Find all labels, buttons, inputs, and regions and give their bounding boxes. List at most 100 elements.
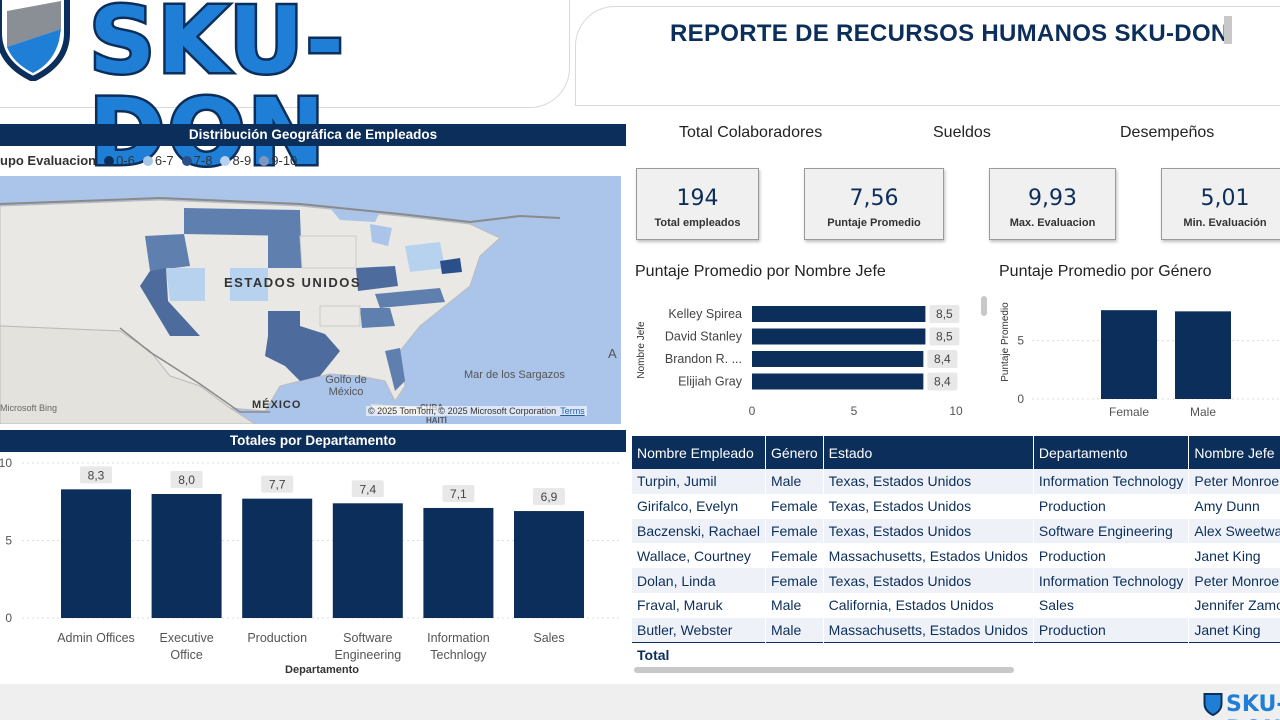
bar [1101,310,1157,399]
cell-departamento: Sales [1033,592,1190,618]
kpi-label: Puntaje Promedio [827,217,921,229]
y-tick-label: Kelley Spirea [668,307,742,321]
table-row[interactable]: Baczenski, Rachael Female Texas, Estados U… [632,518,1280,544]
x-tick-label: Female [1109,405,1149,419]
map-attribution: © 2025 TomTom, © 2025 Microsoft Corporat… [366,406,587,416]
jefe-bar-chart[interactable]: Nombre Jefe Kelley Spirea 8,5 David Stanley… [632,292,992,422]
cell-estado: Texas, Estados Unidos [823,518,1034,544]
bar [752,373,924,390]
cell-nombre: Baczenski, Rachael [632,518,766,544]
table-row[interactable]: Dolan, Linda Female Texas, Estados Unidos I… [632,568,1280,593]
bar [752,328,926,345]
kpi-label: Total empleados [654,217,741,229]
bing-logo: Microsoft Bing [0,403,58,413]
kpi-value: 5,01 [1200,186,1250,211]
table-horizontal-scrollbar[interactable] [634,667,1014,673]
kpi-value: 194 [676,186,719,211]
cell-genero: Male [765,592,824,618]
legend-label: 7-8 [193,153,213,168]
col-header-nombre-jefe[interactable]: Nombre Jefe [1188,436,1280,469]
legend-item[interactable]: 0-6 [104,153,135,168]
legend-dot-icon [104,156,115,166]
table-row[interactable]: Butler, Webster Male Massachusetts, Estado… [632,617,1280,643]
bar [752,306,926,322]
table-row[interactable]: Wallace, Courtney Female Massachusetts, Es… [632,543,1280,569]
kpi-card-max-evaluacion: 9,93 Max. Evaluacion [989,168,1116,240]
legend-item[interactable]: 9-10 [259,153,297,168]
cell-genero: Male [765,469,824,494]
data-label-bg [533,488,565,506]
kpi-header-desempenos: Desempeños [1120,124,1215,141]
cell-departamento: Software Engineering [1033,518,1190,544]
legend-dot-icon [181,156,192,166]
map-label-gulf: Golfo de México [325,374,367,398]
cell-nombre: Wallace, Courtney [632,543,766,569]
x-tick-label: Sales [533,631,564,645]
data-label: 8,4 [934,352,951,366]
cell-jefe: Janet King [1188,543,1280,569]
us-map[interactable] [0,176,621,424]
data-label: 7,1 [450,487,467,501]
legend-dot-icon [220,156,231,166]
data-label-bg [927,372,958,391]
cell-departamento: Information Technology [1033,568,1190,593]
y-tick-label: 0 [1017,392,1024,406]
cell-jefe: Alex Sweetwater [1188,518,1280,544]
bar [514,511,584,618]
cell-jefe: Janet King [1188,617,1280,643]
y-tick-label: 5 [1017,334,1024,348]
genero-bar-chart[interactable]: Puntaje Promedio 0 5 Female Male [996,292,1280,422]
data-label-bg [170,471,203,488]
kpi-value: 9,93 [1028,186,1077,211]
col-header-nombre-empleado[interactable]: Nombre Empleado [632,436,766,469]
data-label: 8,4 [934,375,951,389]
employee-table[interactable]: Nombre Empleado Género Estado Departamen… [632,436,1280,668]
jefe-chart-title: Puntaje Promedio por Nombre Jefe [635,263,886,280]
legend-title: upo Evaluacion [0,153,97,168]
title-block [575,6,1280,106]
cell-genero: Female [765,518,824,544]
col-header-estado[interactable]: Estado [823,436,1034,469]
cell-nombre: Turpin, Jumil [632,469,766,494]
cell-estado: Texas, Estados Unidos [823,469,1034,494]
data-label: 8,0 [178,473,195,487]
data-label: 8,3 [88,468,105,482]
x-tick-label: Office [170,648,202,662]
bar [332,503,403,618]
legend-dot-icon [142,156,153,166]
kpi-header-colaboradores: Total Colaboradores [679,124,823,141]
x-axis-title: Departamento [285,664,359,676]
bar [242,498,313,618]
cell-departamento: Information Technology [1033,469,1190,494]
table-row[interactable]: Fraval, Maruk Male California, Estados Uni… [632,592,1280,618]
footer-logo: SKU-DON [1226,692,1280,720]
table-row[interactable]: Girifalco, Evelyn Female Texas, Estados Un… [632,493,1280,519]
dept-bar-chart[interactable]: 0 5 10 8,3 Admin Offices 8,0 Executive Office 7,… [0,453,626,683]
table-row[interactable]: Turpin, Jumil Male Texas, Estados Unidos In… [632,469,1280,494]
data-label-bg [929,305,960,323]
bar [61,489,131,618]
cell-estado: Massachusetts, Estados Unidos [823,543,1034,569]
kpi-value: 7,56 [849,186,899,211]
cell-departamento: Production [1033,493,1190,519]
legend-item[interactable]: 6-7 [142,153,174,168]
map-section-title: Distribución Geográfica de Empleados [0,124,626,146]
kpi-label: Min. Evaluación [1183,217,1267,229]
cell-estado: Texas, Estados Unidos [823,493,1034,519]
attribution-text: © 2025 TomTom, © 2025 Microsoft Corporat… [368,406,557,416]
legend-item[interactable]: 8-9 [220,153,251,168]
genero-chart-title: Puntaje Promedio por Género [999,263,1212,280]
col-header-genero[interactable]: Género [765,436,824,469]
col-header-departamento[interactable]: Departamento [1033,436,1190,469]
x-tick-label: Executive [159,631,213,645]
cell-jefe: Peter Monroe [1188,568,1280,593]
cell-genero: Female [765,543,824,569]
x-tick-label: Admin Offices [57,631,135,645]
bar [423,507,494,618]
terms-link[interactable]: Terms [560,406,585,416]
legend-item[interactable]: 7-8 [181,153,213,168]
cell-genero: Female [765,568,824,593]
cell-estado: California, Estados Unidos [823,592,1034,618]
data-label: 8,5 [936,307,953,321]
